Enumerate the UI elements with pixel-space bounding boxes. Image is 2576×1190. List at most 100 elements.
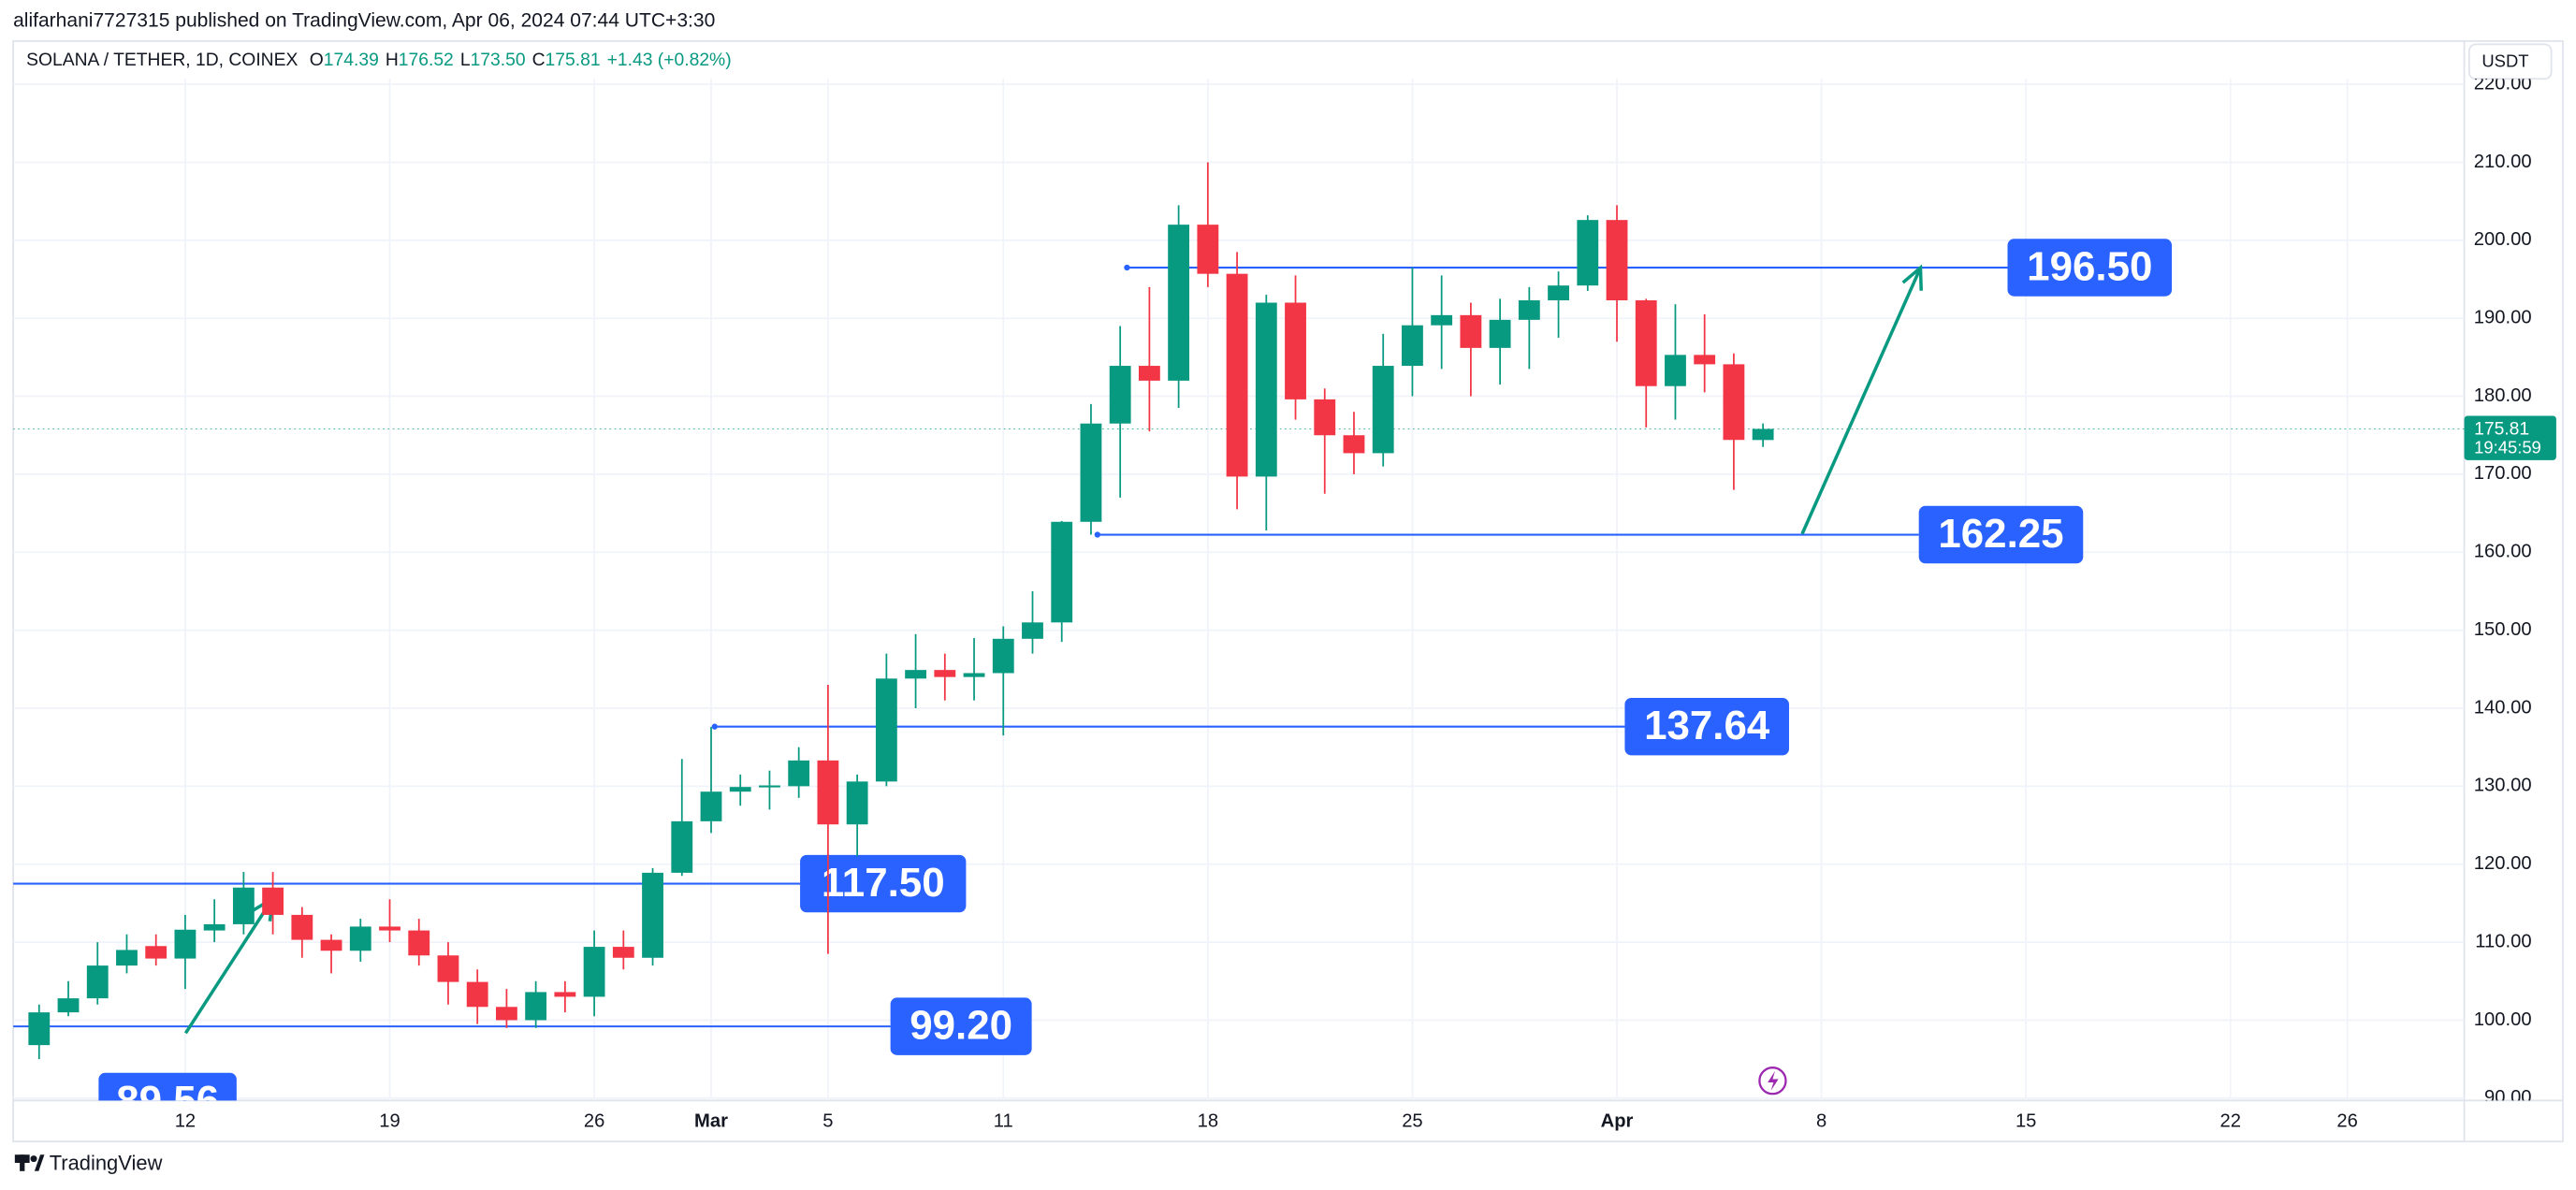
- candle-body: [57, 998, 80, 1013]
- candle-body: [1372, 366, 1394, 454]
- y-tick-label: 180.00: [2474, 385, 2532, 406]
- candle-body: [291, 914, 313, 940]
- logo-part: [34, 1154, 45, 1171]
- level-label: 162.25: [1938, 511, 2063, 557]
- candle-body: [1635, 300, 1657, 386]
- y-tick-label: 200.00: [2474, 229, 2532, 250]
- candle-body: [875, 678, 897, 782]
- y-tick-label: 120.00: [2474, 853, 2532, 874]
- candle-body: [905, 670, 926, 679]
- candle-body: [642, 872, 663, 958]
- level-box: [98, 1072, 237, 1101]
- level-label: 99.20: [910, 1002, 1012, 1048]
- candle-body: [174, 929, 196, 959]
- candle-body: [86, 965, 109, 999]
- candle-body: [1606, 220, 1628, 301]
- price-tag-label: 175.81: [2474, 419, 2529, 439]
- candle-body: [262, 887, 284, 915]
- currency-button[interactable]: [2467, 43, 2553, 80]
- legend-value: 173.50: [471, 51, 526, 70]
- candle-body: [116, 950, 138, 966]
- candle-body: [232, 887, 255, 924]
- candle-body: [1080, 423, 1102, 522]
- level-anchor: [1094, 531, 1100, 538]
- candle-body: [963, 673, 985, 677]
- candle-body: [203, 923, 226, 931]
- plot-area: 196.50 162.25 137.64 117.50 99.20 89.56: [13, 162, 2465, 1124]
- candle-body: [1226, 273, 1248, 477]
- x-tick-label: 25: [1402, 1110, 1422, 1131]
- y-tick-label: 90.00: [2484, 1087, 2532, 1108]
- legend-change: +1.43 (+0.82%): [607, 51, 732, 70]
- candle-body: [583, 947, 605, 997]
- event-bolt: [1768, 1070, 1779, 1091]
- chart-frame: [12, 40, 2564, 1143]
- arrow-line: [1800, 267, 1923, 535]
- level-anchor: [711, 723, 718, 730]
- candle-body: [554, 992, 576, 997]
- candle-body: [729, 787, 751, 792]
- price-axis: 90.00 100.00 110.00 120.00 130.00 140.00 150.0…: [2474, 73, 2532, 1108]
- candle-body: [1665, 355, 1686, 386]
- logo-part: [20, 1154, 25, 1171]
- candle-body: [1051, 521, 1073, 623]
- level-label: 196.50: [2027, 243, 2152, 289]
- candle-body: [1460, 314, 1482, 348]
- candle-body: [788, 760, 810, 787]
- y-tick-label: 210.00: [2474, 152, 2532, 172]
- arrow-head: [1901, 264, 1923, 291]
- candle-body: [671, 820, 693, 873]
- countdown-label: 19:45:59: [2474, 437, 2541, 457]
- logo-part: [30, 1155, 37, 1163]
- y-tick-label: 220.00: [2474, 73, 2532, 94]
- candle-body: [1694, 355, 1716, 365]
- candle-body: [1197, 225, 1219, 274]
- x-tick-label: 15: [2016, 1110, 2036, 1131]
- arrow-line: [183, 897, 274, 1035]
- candle-body: [466, 981, 488, 1008]
- level-label: 137.64: [1644, 703, 1770, 748]
- x-tick-label: Mar: [694, 1110, 728, 1131]
- candle-body: [28, 1012, 51, 1046]
- x-tick-label: 19: [379, 1110, 400, 1131]
- x-tick-label: Apr: [1601, 1110, 1634, 1131]
- candle-body: [1343, 435, 1365, 454]
- candle-body: [1109, 366, 1131, 424]
- grid: [13, 79, 2465, 1101]
- candle-body: [1138, 366, 1160, 381]
- level-label: 117.50: [822, 860, 945, 906]
- y-tick-label: 130.00: [2474, 776, 2532, 796]
- x-tick-label: 22: [2220, 1110, 2241, 1131]
- candle-body: [817, 760, 839, 825]
- x-tick-label: 5: [822, 1110, 833, 1131]
- level-box: [1624, 697, 1789, 756]
- level-box: [800, 854, 967, 913]
- legend-value: 174.39: [324, 51, 379, 70]
- candle-body: [496, 1007, 517, 1021]
- candle-body: [700, 791, 722, 821]
- y-tick-label: 100.00: [2474, 1009, 2532, 1030]
- candle-body: [1168, 225, 1190, 381]
- x-tick-label: 26: [2336, 1110, 2357, 1131]
- candle-body: [1285, 302, 1306, 399]
- candle-body: [1431, 314, 1453, 326]
- candle-body: [992, 638, 1014, 674]
- y-tick-label: 140.00: [2474, 697, 2532, 718]
- candle-body: [1314, 399, 1336, 436]
- x-tick-label: 11: [994, 1110, 1013, 1131]
- candle-body: [1255, 302, 1277, 477]
- tv-logo: [14, 1154, 45, 1171]
- candle-body: [145, 946, 167, 959]
- y-tick-label: 110.00: [2475, 931, 2531, 951]
- candle-body: [379, 926, 400, 931]
- level-box: [2007, 239, 2173, 297]
- x-tick-label: 26: [584, 1110, 604, 1131]
- published-line: alifarhani7727315 published on TradingVi…: [13, 9, 715, 31]
- x-tick-label: 18: [1198, 1110, 1218, 1131]
- candle-body: [349, 926, 371, 951]
- candle-body: [934, 670, 956, 677]
- y-tick-label: 190.00: [2474, 308, 2532, 328]
- level-label: 89.56: [116, 1078, 219, 1124]
- y-tick-label: 150.00: [2474, 619, 2532, 640]
